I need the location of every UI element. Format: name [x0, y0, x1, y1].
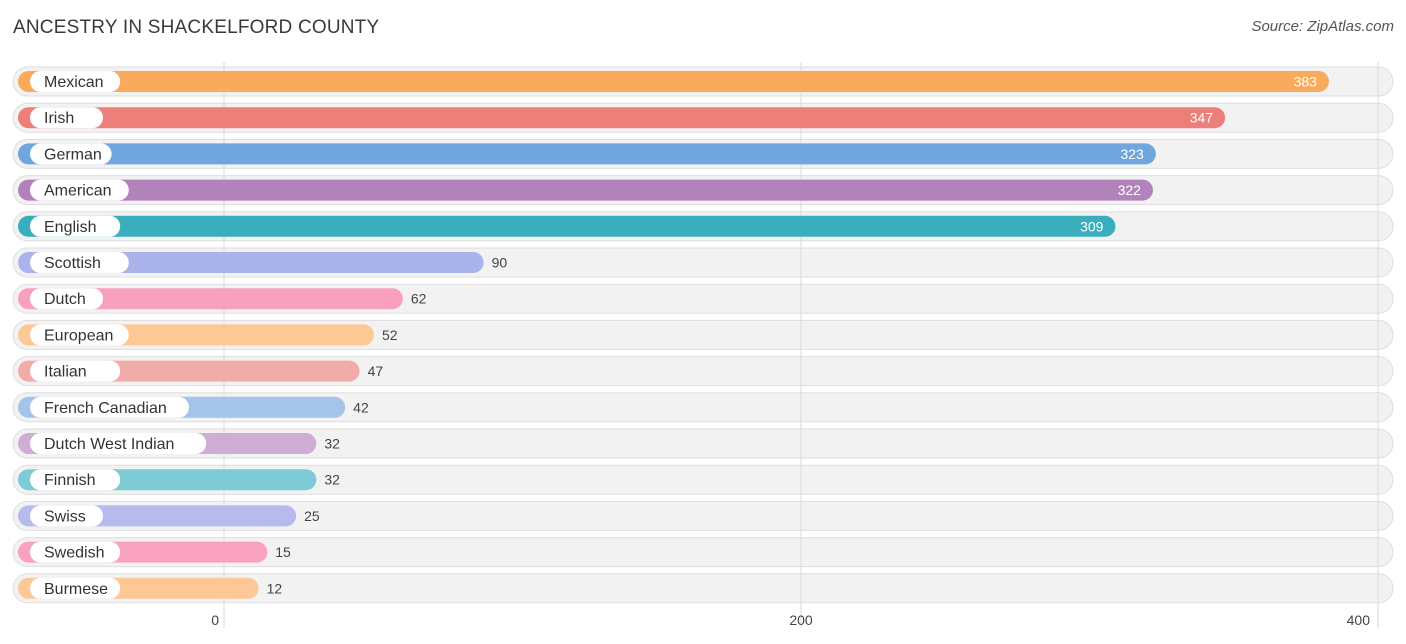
- category-pill: [30, 577, 121, 599]
- category-label: French Canadian: [44, 400, 167, 417]
- value-label: 323: [1120, 146, 1144, 162]
- bar: [18, 252, 484, 273]
- value-label: 47: [368, 363, 384, 379]
- category-label: Mexican: [44, 74, 104, 91]
- tick-label: 0: [211, 612, 219, 628]
- category-pill: [30, 252, 129, 273]
- row-track: [12, 356, 1394, 387]
- tick-label: 200: [789, 612, 813, 628]
- value-label: 52: [382, 327, 398, 343]
- category-label: European: [44, 327, 113, 344]
- category-pill: [30, 179, 129, 201]
- category-pill: [30, 324, 129, 346]
- source-credit: Source: ZipAtlas.com: [1251, 18, 1394, 35]
- row-track: [12, 573, 1394, 604]
- category-pill: [30, 71, 121, 92]
- value-label: 32: [324, 472, 340, 488]
- category-label: Dutch West Indian: [44, 436, 174, 453]
- value-label: 42: [353, 399, 369, 415]
- category-label: Dutch: [44, 291, 86, 308]
- row-track: [12, 500, 1394, 531]
- value-label: 347: [1190, 110, 1214, 126]
- category-label: Scottish: [44, 255, 101, 272]
- category-pill: [30, 288, 103, 310]
- value-label: 15: [275, 544, 291, 560]
- value-label: 90: [492, 255, 508, 271]
- bar: [18, 71, 1329, 92]
- value-label: 309: [1080, 218, 1104, 234]
- bar: [18, 179, 1153, 201]
- category-pill: [30, 505, 103, 527]
- category-label: German: [44, 146, 102, 163]
- category-label: Italian: [44, 364, 87, 381]
- bar: [18, 143, 1156, 165]
- chart-title: ANCESTRY IN SHACKELFORD COUNTY: [13, 17, 380, 38]
- value-label: 32: [324, 436, 340, 452]
- value-label: 383: [1294, 74, 1318, 90]
- value-label: 12: [267, 580, 283, 596]
- category-label: Burmese: [44, 581, 108, 598]
- category-label: Swiss: [44, 508, 86, 525]
- value-label: 62: [411, 291, 427, 307]
- bar: [18, 215, 1116, 237]
- row-track: [12, 428, 1394, 459]
- category-pill: [30, 360, 121, 382]
- category-label: English: [44, 219, 96, 236]
- value-label: 322: [1118, 182, 1142, 198]
- category-label: Swedish: [44, 545, 104, 562]
- category-pill: [30, 541, 121, 563]
- tick-label: 400: [1347, 612, 1371, 628]
- category-pill: [30, 433, 207, 454]
- value-label: 25: [304, 508, 320, 524]
- category-label: Irish: [44, 110, 74, 127]
- row-track: [12, 464, 1394, 495]
- category-label: American: [44, 183, 112, 200]
- bar: [18, 107, 1226, 129]
- category-pill: [30, 107, 103, 129]
- category-pill: [30, 143, 112, 165]
- bar: [18, 288, 403, 310]
- category-pill: [30, 396, 189, 418]
- category-pill: [30, 215, 121, 237]
- category-label: Finnish: [44, 472, 96, 489]
- row-track: [12, 537, 1394, 568]
- category-pill: [30, 469, 121, 491]
- row-track: [12, 392, 1394, 423]
